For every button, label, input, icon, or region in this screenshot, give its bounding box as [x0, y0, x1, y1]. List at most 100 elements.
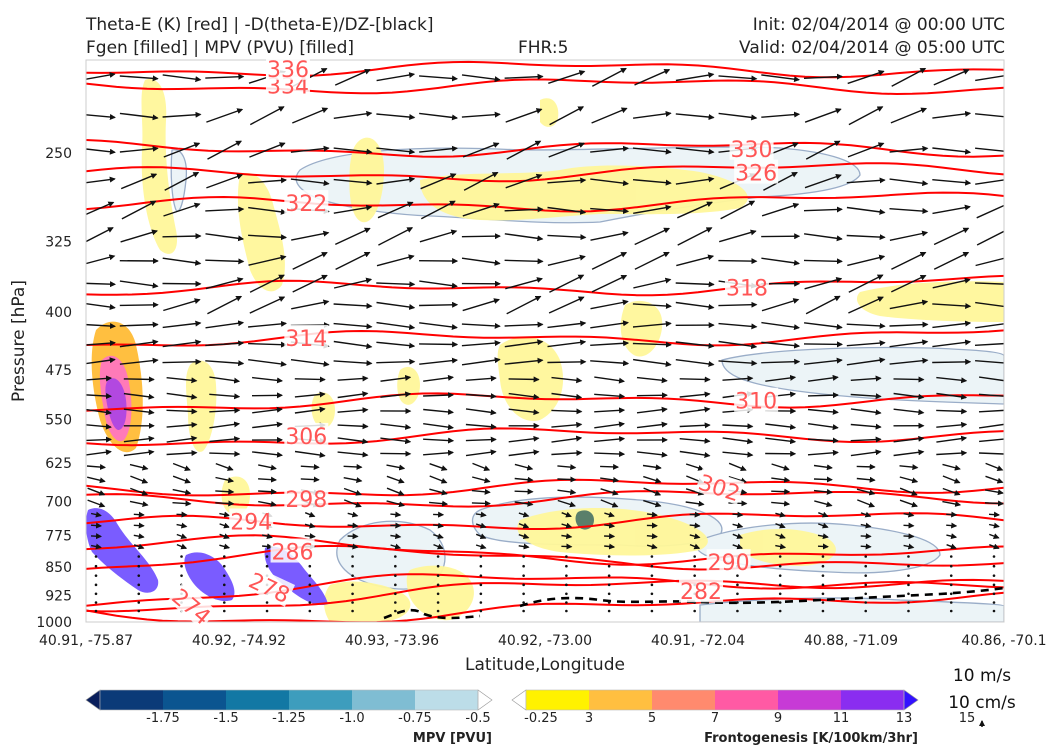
wind-vector — [633, 277, 672, 289]
wind-vector — [821, 592, 825, 596]
theta-e-label-bg — [729, 135, 774, 160]
theta-e-contour — [86, 490, 1004, 508]
wind-vector — [420, 200, 456, 220]
wind-vector — [465, 375, 497, 382]
wind-vector — [946, 511, 958, 518]
wind-vector — [461, 357, 501, 366]
wind-vector — [761, 202, 800, 217]
colorbar-tick-label: 11 — [833, 711, 850, 726]
wind-vector — [903, 543, 915, 550]
wind-vector — [992, 609, 996, 613]
wind-vector — [423, 423, 454, 431]
wind-vector — [907, 564, 910, 568]
colorbar-segment — [100, 690, 164, 710]
wind-vector — [86, 393, 112, 400]
wind-vector — [333, 147, 373, 155]
wind-vector — [893, 435, 925, 443]
wind-vector — [903, 511, 915, 518]
wind-vector — [775, 522, 786, 529]
theta-e-label-bg — [284, 422, 329, 447]
theta-e-label-bg — [270, 538, 315, 563]
wind-vector — [205, 277, 244, 290]
wind-vector — [992, 583, 996, 587]
x-axis: 40.91, -75.87 40.92, -74.92 40.93, -73.96 4… — [39, 633, 1047, 649]
wind-vector — [932, 302, 972, 309]
y-tick-label: 325 — [45, 235, 72, 251]
fgen-low-right — [740, 528, 836, 566]
wind-vector — [864, 564, 868, 568]
wind-vector — [778, 592, 782, 596]
wind-vector — [551, 435, 583, 443]
wind-vector — [891, 251, 927, 270]
wind-vector — [594, 407, 626, 414]
wind-vector — [205, 206, 245, 213]
wind-vector — [436, 609, 440, 613]
wind-vector — [642, 464, 662, 471]
wind-vector — [675, 113, 715, 121]
wind-vector — [130, 487, 149, 496]
wind-vector — [86, 201, 115, 216]
wind-vector — [804, 322, 843, 330]
wind-vector — [522, 564, 525, 568]
wind-vector — [936, 376, 968, 384]
wind-vector — [423, 437, 455, 444]
theta-e-label: 294 — [230, 510, 272, 535]
wind-vector — [771, 488, 791, 495]
wind-vector — [889, 230, 929, 241]
wind-vector — [817, 522, 829, 529]
wind-vector — [675, 301, 715, 310]
colorbar-extend-left — [511, 689, 527, 711]
wind-vector — [265, 601, 269, 604]
wind-vector — [207, 140, 242, 160]
wind-vector — [848, 274, 884, 293]
wind-vector — [120, 173, 158, 190]
wind-vector — [162, 257, 202, 266]
wind-vector — [86, 254, 116, 265]
wind-vector — [643, 499, 662, 508]
wind-vector — [479, 564, 483, 568]
wind-vector — [932, 147, 972, 155]
wind-vector — [636, 376, 668, 384]
wind-vector — [604, 511, 615, 518]
wind-vector — [376, 113, 416, 121]
wind-vector — [506, 140, 542, 160]
wind-vector — [462, 298, 500, 312]
wind-vector — [591, 67, 627, 87]
wind-vector — [508, 392, 540, 400]
wind-vector — [650, 583, 654, 587]
wind-vector — [308, 592, 312, 596]
wind-vector — [86, 176, 116, 184]
wind-vector — [465, 436, 497, 443]
wind-vector — [471, 488, 491, 495]
wind-vector — [436, 601, 440, 604]
fgen-colorbar: 3 5 7 9 11 13 15 Frontogenesis [K/100km/3hr] — [511, 689, 975, 746]
wind-vector — [942, 475, 961, 484]
wind-vector — [333, 178, 373, 186]
wind-vector — [807, 392, 839, 399]
y-tick-label: 400 — [45, 305, 72, 321]
valid-time: Valid: 02/04/2014 @ 05:00 UTC — [739, 38, 1005, 58]
wind-vector — [137, 592, 141, 596]
wind-vector — [675, 72, 715, 82]
wind-vector — [821, 601, 825, 604]
wind-vector — [166, 392, 198, 400]
colorbar-title: Frontogenesis [K/100km/3hr] — [704, 731, 918, 746]
wind-ref-label-2: 10 cm/s — [948, 693, 1016, 713]
wind-vector — [120, 229, 158, 243]
wind-vector — [209, 407, 241, 414]
wind-vector — [675, 281, 715, 288]
wind-vector — [889, 357, 929, 365]
wind-vector — [591, 274, 628, 293]
x-tick-label: 40.92, -74.92 — [192, 633, 286, 649]
y-tick-label: 1000 — [36, 615, 72, 631]
wind-vector — [222, 592, 226, 596]
wind-vector — [557, 476, 577, 483]
wind-vector — [378, 227, 414, 246]
wind-vector — [514, 463, 534, 471]
wind-vector — [419, 145, 458, 153]
wind-vector — [864, 583, 868, 587]
wind-vector — [975, 301, 1004, 308]
colorbar-segment — [526, 690, 590, 710]
wind-vector — [557, 464, 577, 471]
wind-vector — [419, 322, 458, 330]
